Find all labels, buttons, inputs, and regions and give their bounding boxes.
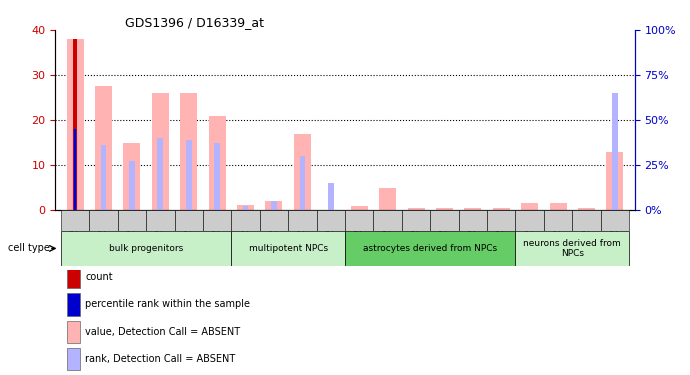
Bar [288, 210, 317, 231]
Text: cell type: cell type [8, 243, 50, 254]
Bar [578, 208, 595, 210]
Bar [408, 208, 424, 210]
Text: count: count [86, 272, 113, 282]
Text: multipotent NPCs: multipotent NPCs [248, 244, 328, 253]
Bar [67, 266, 79, 288]
Bar [515, 231, 629, 266]
Bar [124, 142, 141, 210]
Bar [72, 129, 78, 210]
Bar [351, 206, 368, 210]
Bar [328, 183, 334, 210]
Bar [266, 201, 282, 210]
Bar [73, 39, 77, 210]
Bar [175, 210, 203, 231]
Bar [118, 210, 146, 231]
Bar [345, 231, 515, 266]
Bar [299, 156, 305, 210]
Bar [237, 205, 254, 210]
Text: GDS1396 / D16339_at: GDS1396 / D16339_at [125, 16, 264, 29]
Bar [146, 210, 175, 231]
Bar [66, 39, 83, 210]
Bar [215, 142, 220, 210]
Bar [67, 293, 79, 315]
Bar [186, 140, 192, 210]
Bar [515, 210, 544, 231]
Bar [379, 188, 396, 210]
Text: value, Detection Call = ABSENT: value, Detection Call = ABSENT [86, 327, 240, 337]
Bar [612, 93, 618, 210]
Bar [67, 348, 79, 370]
Bar [464, 208, 482, 210]
Bar [271, 201, 277, 210]
Text: neurons derived from
NPCs: neurons derived from NPCs [524, 239, 621, 258]
Text: rank, Detection Call = ABSENT: rank, Detection Call = ABSENT [86, 354, 235, 364]
Bar [231, 210, 259, 231]
Bar [180, 93, 197, 210]
Bar [549, 203, 566, 210]
Bar [95, 86, 112, 210]
Bar [459, 210, 487, 231]
Bar [152, 93, 169, 210]
Text: percentile rank within the sample: percentile rank within the sample [86, 299, 250, 309]
Bar [243, 206, 248, 210]
Bar [89, 210, 118, 231]
Bar [487, 210, 515, 231]
Bar [61, 210, 89, 231]
Text: bulk progenitors: bulk progenitors [109, 244, 184, 253]
Bar [607, 152, 624, 210]
Bar [74, 129, 76, 210]
Bar [402, 210, 431, 231]
Bar [231, 231, 345, 266]
Bar [431, 210, 459, 231]
Bar [129, 160, 135, 210]
Bar [317, 210, 345, 231]
Bar [208, 116, 226, 210]
Text: astrocytes derived from NPCs: astrocytes derived from NPCs [363, 244, 497, 253]
Bar [493, 208, 510, 210]
Bar [373, 210, 402, 231]
Bar [572, 210, 601, 231]
Bar [203, 210, 231, 231]
Bar [259, 210, 288, 231]
Bar [601, 210, 629, 231]
Bar [544, 210, 572, 231]
Bar [436, 208, 453, 210]
Bar [294, 134, 311, 210]
Bar [101, 145, 106, 210]
Bar [345, 210, 373, 231]
Bar [67, 321, 79, 343]
Bar [61, 231, 231, 266]
Bar [521, 203, 538, 210]
Bar [157, 138, 163, 210]
